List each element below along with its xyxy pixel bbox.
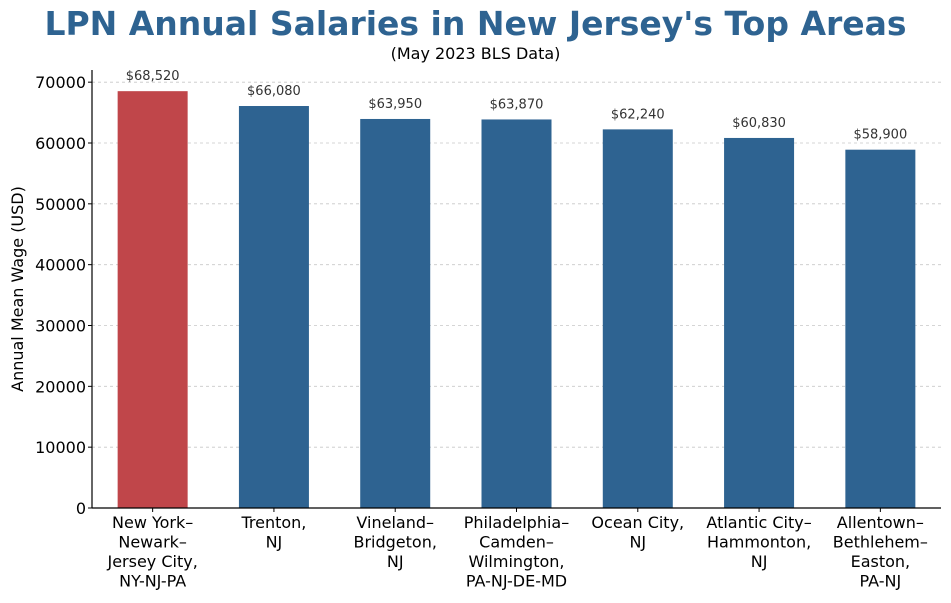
data-label: $63,870: [490, 97, 544, 112]
y-tick-label: 20000: [35, 377, 86, 396]
y-tick-label: 40000: [35, 256, 86, 275]
bar: [117, 91, 188, 509]
bar: [238, 106, 309, 508]
x-tick-label: Trenton, NJ: [240, 513, 306, 552]
y-tick-label: 70000: [35, 73, 86, 92]
x-tick-label-line: Hammonton,: [707, 533, 811, 552]
x-tick-labels: New York– Newark– Jersey City, NY-NJ-PA Tren…: [106, 508, 928, 591]
x-tick-label-line: Ocean City,: [591, 513, 684, 532]
x-tick-label-line: PA-NJ: [860, 572, 902, 591]
y-tick-label: 50000: [35, 195, 86, 214]
x-tick-label: Ocean City, NJ: [591, 513, 684, 552]
x-tick-label-line: Wilmington,: [469, 552, 565, 571]
x-tick-label-line: NJ: [629, 533, 646, 552]
data-label: $58,900: [853, 128, 907, 143]
data-label: $62,240: [611, 107, 665, 122]
x-tick-label-line: Trenton,: [240, 513, 306, 532]
data-label: $68,520: [126, 69, 180, 84]
bar: [481, 119, 552, 509]
x-tick-label: Atlantic City– Hammonton, NJ: [706, 513, 811, 571]
x-tick-label-line: NJ: [751, 552, 768, 571]
x-tick-label-line: Newark–: [118, 533, 187, 552]
x-tick-label-line: NJ: [387, 552, 404, 571]
x-tick-label-line: Philadelphia–: [464, 513, 569, 532]
bar: [602, 129, 673, 508]
data-label: $66,080: [247, 84, 301, 99]
y-tick-label: 60000: [35, 134, 86, 153]
x-tick-label-line: NY-NJ-PA: [119, 572, 186, 591]
x-tick-label-line: Camden–: [479, 533, 554, 552]
x-tick-label-line: Atlantic City–: [706, 513, 811, 532]
y-tick-label: 30000: [35, 317, 86, 336]
data-labels: $68,520 $66,080 $63,950 $63,870 $62,240 $60,8…: [126, 69, 907, 143]
x-tick-label-line: PA-NJ-DE-MD: [466, 572, 567, 591]
x-tick-label: Allentown– Bethlehem– Easton, PA-NJ: [833, 513, 928, 591]
chart-title: LPN Annual Salaries in New Jersey's Top …: [44, 4, 907, 43]
x-tick-label: Vineland– Bridgeton, NJ: [353, 513, 436, 571]
x-tick-label-line: Easton,: [851, 552, 911, 571]
x-tick-label: Philadelphia– Camden– Wilmington, PA-NJ-DE-…: [464, 513, 569, 591]
x-tick-label-line: Vineland–: [356, 513, 434, 532]
y-axis-label: Annual Mean Wage (USD): [8, 186, 27, 392]
y-tick-label: 0: [76, 499, 86, 518]
x-tick-label-line: New York–: [112, 513, 193, 532]
bars: [117, 91, 916, 509]
x-tick-label: New York– Newark– Jersey City, NY-NJ-PA: [106, 513, 197, 591]
bar: [724, 137, 795, 508]
bar: [360, 118, 431, 509]
y-tick-label: 10000: [35, 438, 86, 457]
x-tick-label-line: Jersey City,: [106, 552, 197, 571]
x-tick-label-line: Allentown–: [837, 513, 924, 532]
data-label: $60,830: [732, 116, 786, 131]
chart-subtitle: (May 2023 BLS Data): [390, 44, 561, 63]
y-tick-labels: 0 10000 20000 30000 40000 50000 60000 70000: [35, 73, 92, 518]
data-label: $63,950: [368, 97, 422, 112]
bar: [845, 149, 916, 509]
x-tick-label-line: Bridgeton,: [353, 533, 436, 552]
x-tick-label-line: Bethlehem–: [833, 533, 928, 552]
x-tick-label-line: NJ: [266, 533, 283, 552]
